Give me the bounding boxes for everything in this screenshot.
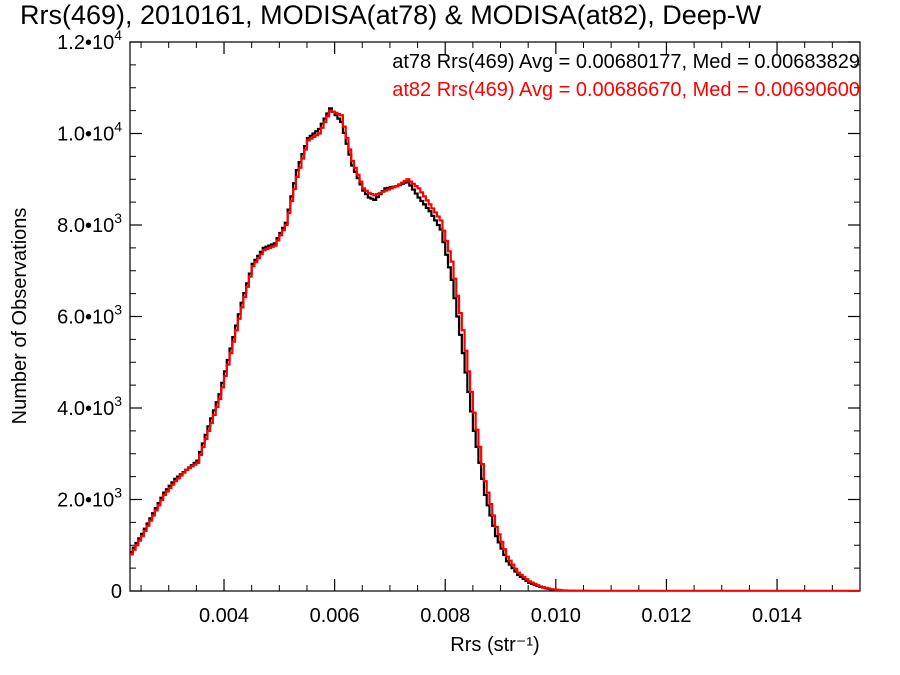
y-tick-label: 0 xyxy=(111,581,122,603)
x-tick-label: 0.010 xyxy=(531,605,581,627)
series-layer xyxy=(130,107,860,591)
x-axis: 0.004 0.006 0.008 0.010 0.012 0.014 xyxy=(140,42,833,627)
y-axis: 0 2.0•103 4.0•103 6.0•103 8.0•103 1.0•104 1.2•… xyxy=(57,27,860,603)
x-tick-label: 0.004 xyxy=(199,605,249,627)
y-tick-label: 2.0•103 xyxy=(57,485,122,512)
x-tick-label: 0.014 xyxy=(752,605,802,627)
y-tick-label: 6.0•103 xyxy=(57,302,122,329)
legend-red-annotation: at82 Rrs(469) Avg = 0.00686670, Med = 0.… xyxy=(392,79,860,101)
series-line-1 xyxy=(130,109,860,591)
y-tick-label: 4.0•103 xyxy=(57,393,122,420)
y-tick-label: 1.0•104 xyxy=(57,119,122,146)
y-tick-label: 1.2•104 xyxy=(57,27,122,54)
plot-frame xyxy=(129,41,861,592)
x-tick-label: 0.012 xyxy=(641,605,691,627)
legend-black-annotation: at78 Rrs(469) Avg = 0.00680177, Med = 0.… xyxy=(392,51,860,73)
y-axis-label: Number of Observations xyxy=(9,208,31,425)
y-tick-label: 8.0•103 xyxy=(57,210,122,237)
x-tick-label: 0.006 xyxy=(310,605,360,627)
x-axis-label: Rrs (str⁻¹) xyxy=(450,634,539,656)
chart-title: Rrs(469), 2010161, MODISA(at78) & MODISA… xyxy=(20,0,762,30)
x-tick-label: 0.008 xyxy=(420,605,470,627)
